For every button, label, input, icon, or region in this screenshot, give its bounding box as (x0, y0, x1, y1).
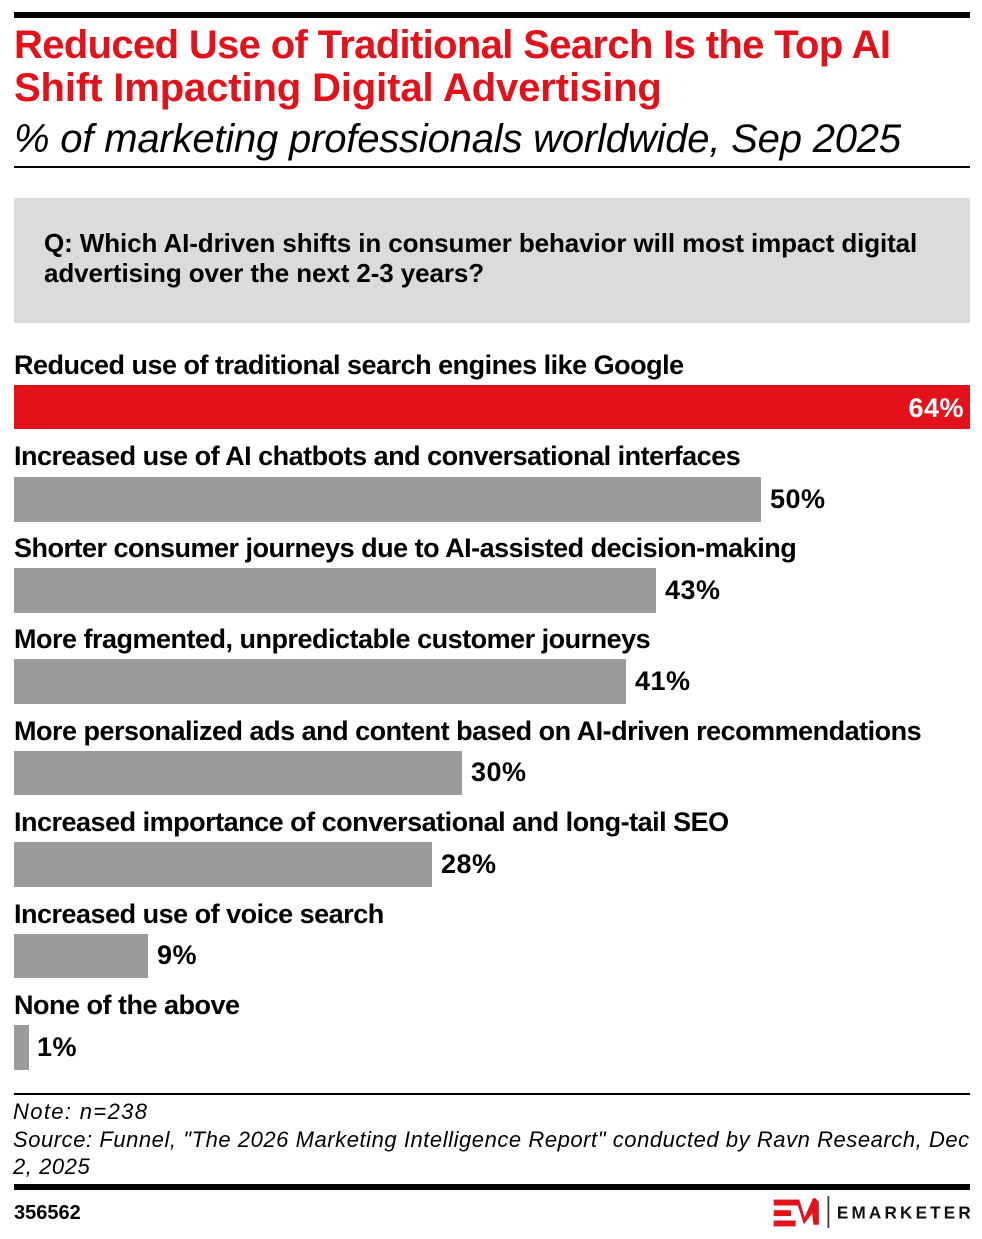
svg-text:EMARKETER: EMARKETER (837, 1204, 974, 1223)
